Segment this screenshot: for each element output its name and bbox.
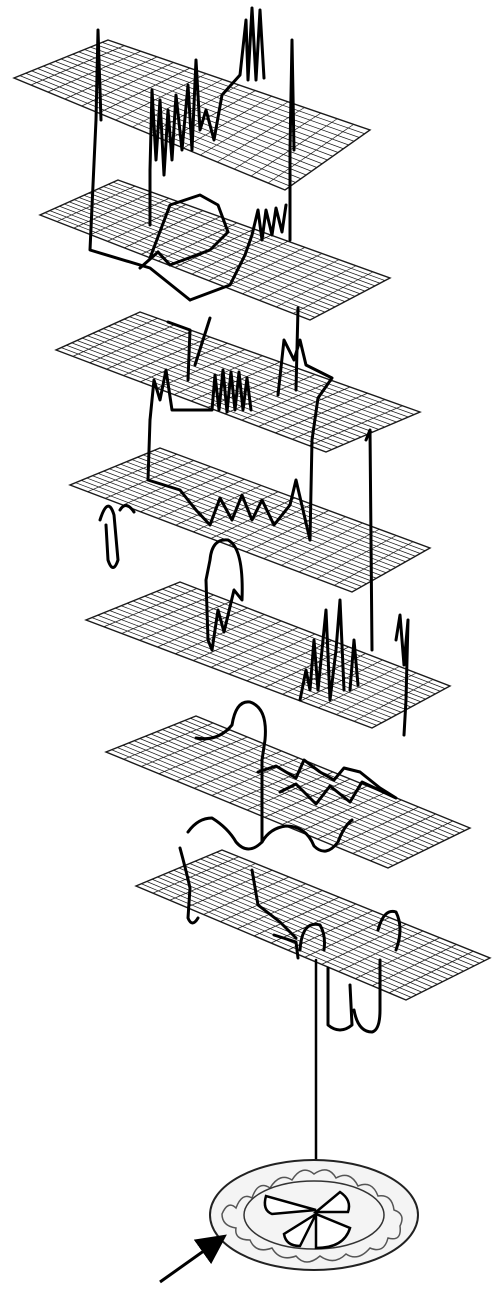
connector-4-5	[204, 538, 244, 652]
layer-4-trace	[98, 478, 312, 569]
layer-2-trace	[148, 193, 288, 302]
trajectory-paths	[88, 6, 410, 1172]
arrow-icon	[159, 1234, 227, 1284]
connector-6-7	[178, 846, 300, 960]
connector-3-4	[146, 418, 198, 512]
layer-7-trace	[298, 909, 402, 1034]
layer-3-trace	[148, 338, 334, 542]
grid-plane-4	[68, 447, 432, 593]
base-wavy-ring	[221, 1169, 403, 1263]
impeller-blades	[263, 1190, 352, 1250]
connector-5-6	[194, 700, 267, 844]
connector-2-3	[138, 250, 300, 392]
base-impeller	[209, 1159, 419, 1271]
connector-1-2	[88, 118, 292, 302]
tall-spikes	[298, 428, 410, 737]
grid-plane-5	[84, 581, 452, 729]
grid-plane-1	[12, 39, 372, 191]
grid-plane-6	[104, 715, 472, 869]
layer-6-trace	[186, 758, 398, 853]
layer-1-trace	[94, 6, 296, 177]
